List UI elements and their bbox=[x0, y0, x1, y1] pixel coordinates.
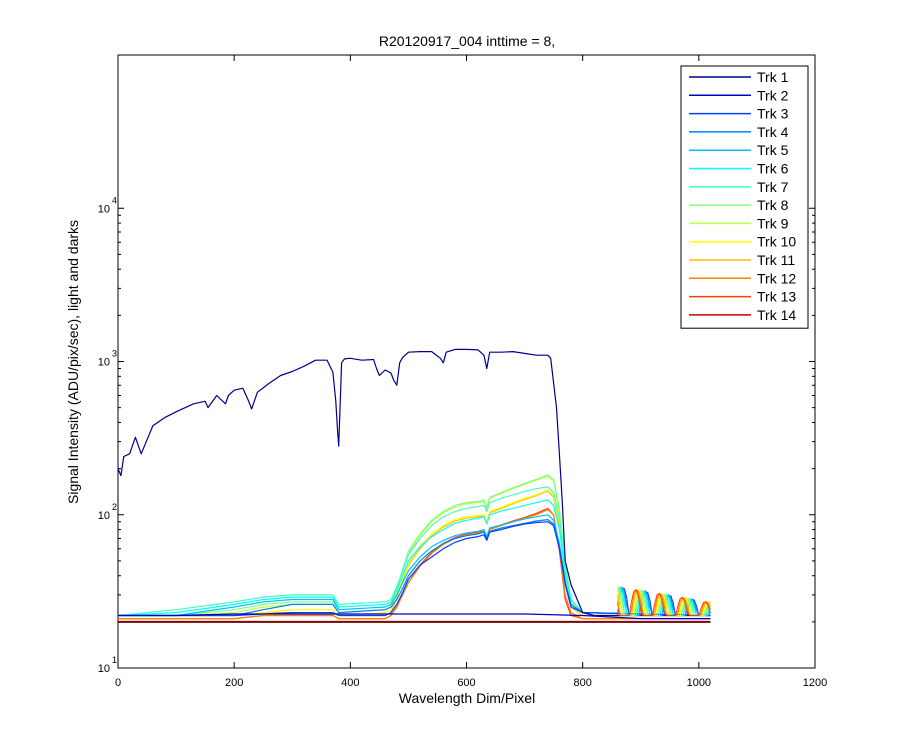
legend-label: Trk 4 bbox=[757, 124, 789, 140]
y-axis-label: Signal Intensity (ADU/pix/sec), light an… bbox=[65, 220, 81, 504]
y-tick-exponent: 2 bbox=[112, 502, 117, 512]
series-line-trk-6 bbox=[117, 499, 711, 617]
y-tick-label: 10 bbox=[98, 357, 110, 369]
series-line-trk-2 bbox=[118, 613, 711, 620]
y-tick-label: 10 bbox=[98, 203, 110, 215]
series-line-trk-4 bbox=[118, 519, 711, 617]
series-lines bbox=[117, 348, 711, 623]
series-line-trk-7 bbox=[117, 486, 711, 617]
x-tick-label: 200 bbox=[225, 677, 243, 689]
legend-label: Trk 11 bbox=[757, 252, 795, 268]
x-axis: 0 200 400 600 800 1000 1200 bbox=[115, 55, 827, 689]
legend-label: Trk 14 bbox=[757, 307, 796, 323]
x-tick-label: 0 bbox=[115, 677, 121, 689]
legend-label: Trk 2 bbox=[757, 87, 789, 103]
y-tick-exponent: 4 bbox=[112, 195, 117, 205]
x-tick-label: 600 bbox=[457, 677, 475, 689]
legend-label: Trk 9 bbox=[757, 215, 789, 231]
series-line-trk-10 bbox=[118, 489, 711, 617]
y-tick-exponent: 1 bbox=[112, 655, 117, 665]
legend-label: Trk 6 bbox=[757, 161, 789, 177]
x-tick-label: 800 bbox=[573, 677, 591, 689]
x-tick-label: 400 bbox=[341, 677, 359, 689]
x-tick-label: 1200 bbox=[803, 677, 827, 689]
x-axis-label: Wavelength Dim/Pixel bbox=[399, 690, 535, 706]
legend-label: Trk 8 bbox=[757, 197, 789, 213]
legend-label: Trk 1 bbox=[757, 69, 789, 85]
legend-box bbox=[680, 65, 809, 329]
series-line-trk-3 bbox=[118, 521, 711, 617]
series-line-trk-1 bbox=[117, 348, 711, 617]
y-tick-label: 10 bbox=[98, 663, 110, 675]
legend-label: Trk 10 bbox=[757, 234, 796, 250]
legend-label: Trk 13 bbox=[757, 289, 796, 305]
y-tick-exponent: 3 bbox=[112, 349, 117, 359]
legend-label: Trk 5 bbox=[757, 142, 789, 158]
series-line-trk-8 bbox=[118, 474, 711, 617]
chart-title: R20120917_004 inttime = 8, bbox=[379, 33, 555, 49]
series-peaks-trk-13 bbox=[617, 589, 711, 616]
legend-label: Trk 12 bbox=[757, 270, 796, 286]
series-line-trk-5 bbox=[118, 514, 711, 617]
legend-label: Trk 7 bbox=[757, 179, 789, 195]
y-tick-label: 10 bbox=[98, 510, 110, 522]
x-tick-label: 1000 bbox=[687, 677, 711, 689]
legend: Trk 1 Trk 2 Trk 3 Trk 4 Trk 5 Trk 6 Trk 7 Trk 8… bbox=[680, 65, 809, 329]
legend-label: Trk 3 bbox=[757, 106, 789, 122]
